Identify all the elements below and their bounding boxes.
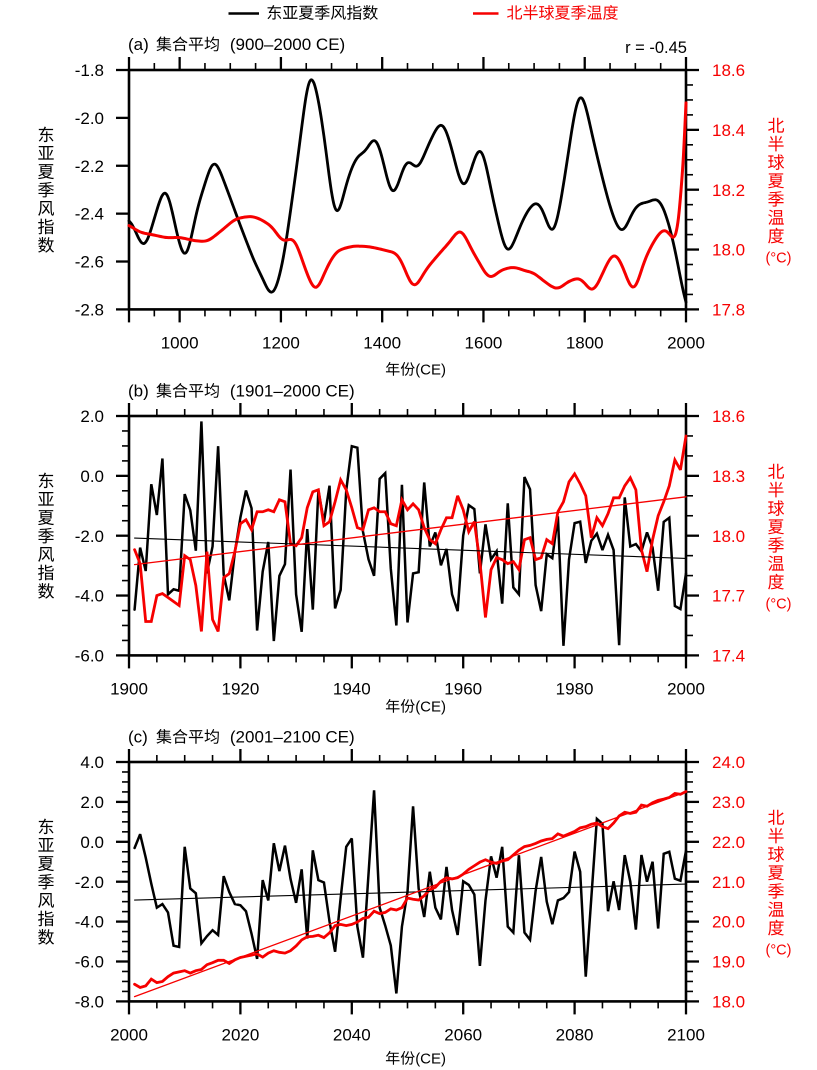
svg-text:(CE): (CE) [415, 1051, 446, 1068]
svg-text:1980: 1980 [556, 680, 594, 699]
svg-text:22.0: 22.0 [712, 833, 745, 852]
svg-text:1400: 1400 [363, 333, 401, 352]
svg-text:23.0: 23.0 [712, 793, 745, 812]
svg-text:-2.8: -2.8 [75, 301, 104, 320]
svg-text:18.0: 18.0 [712, 527, 745, 546]
svg-text:2040: 2040 [333, 1026, 371, 1045]
svg-text:(°C): (°C) [766, 251, 792, 267]
svg-text:1000: 1000 [161, 333, 199, 352]
svg-text:18.2: 18.2 [712, 181, 745, 200]
svg-text:-2.4: -2.4 [75, 205, 104, 224]
svg-text:18.4: 18.4 [712, 121, 745, 140]
svg-text:2.0: 2.0 [80, 793, 104, 812]
svg-text:(°C): (°C) [766, 597, 792, 613]
svg-text:(a): (a) [128, 35, 149, 54]
svg-text:2000: 2000 [667, 680, 705, 699]
svg-text:17.4: 17.4 [712, 647, 745, 666]
svg-text:(900–2000 CE): (900–2000 CE) [230, 35, 345, 54]
svg-text:-2.2: -2.2 [75, 157, 104, 176]
svg-text:18.0: 18.0 [712, 241, 745, 260]
svg-text:18.3: 18.3 [712, 467, 745, 486]
svg-text:-2.6: -2.6 [75, 253, 104, 272]
svg-text:-4.0: -4.0 [75, 913, 104, 932]
svg-text:(c): (c) [128, 728, 148, 747]
svg-text:24.0: 24.0 [712, 753, 745, 772]
svg-text:(CE): (CE) [415, 699, 446, 716]
svg-text:20.0: 20.0 [712, 913, 745, 932]
svg-text:1200: 1200 [262, 333, 300, 352]
svg-text:(°C): (°C) [766, 943, 792, 959]
svg-text:18.6: 18.6 [712, 407, 745, 426]
svg-text:(CE): (CE) [415, 362, 446, 379]
svg-text:21.0: 21.0 [712, 873, 745, 892]
svg-text:-2.0: -2.0 [75, 527, 104, 546]
svg-text:2000: 2000 [110, 1026, 148, 1045]
svg-text:0.0: 0.0 [80, 833, 104, 852]
svg-text:1920: 1920 [221, 680, 259, 699]
svg-text:-2.0: -2.0 [75, 873, 104, 892]
svg-text:18.6: 18.6 [712, 61, 745, 80]
svg-text:(2001–2100 CE): (2001–2100 CE) [230, 728, 355, 747]
svg-text:18.0: 18.0 [712, 993, 745, 1012]
svg-text:17.8: 17.8 [712, 301, 745, 320]
svg-text:4.0: 4.0 [80, 753, 104, 772]
svg-text:2100: 2100 [667, 1026, 705, 1045]
svg-text:-4.0: -4.0 [75, 587, 104, 606]
svg-text:2.0: 2.0 [80, 407, 104, 426]
svg-text:(1901–2000 CE): (1901–2000 CE) [230, 382, 355, 401]
svg-text:2020: 2020 [221, 1026, 259, 1045]
svg-text:1960: 1960 [444, 680, 482, 699]
svg-text:1600: 1600 [465, 333, 503, 352]
svg-text:1800: 1800 [566, 333, 604, 352]
svg-text:-6.0: -6.0 [75, 953, 104, 972]
svg-text:1940: 1940 [333, 680, 371, 699]
svg-text:2060: 2060 [444, 1026, 482, 1045]
svg-text:1900: 1900 [110, 680, 148, 699]
svg-text:r = -0.45: r = -0.45 [625, 39, 687, 57]
svg-text:-2.0: -2.0 [75, 109, 104, 128]
svg-text:2080: 2080 [556, 1026, 594, 1045]
svg-text:0.0: 0.0 [80, 467, 104, 486]
svg-text:-1.8: -1.8 [75, 61, 104, 80]
svg-text:2000: 2000 [667, 333, 705, 352]
svg-text:-6.0: -6.0 [75, 647, 104, 666]
svg-text:-8.0: -8.0 [75, 993, 104, 1012]
svg-text:17.7: 17.7 [712, 587, 745, 606]
svg-text:(b): (b) [128, 382, 149, 401]
svg-text:19.0: 19.0 [712, 953, 745, 972]
